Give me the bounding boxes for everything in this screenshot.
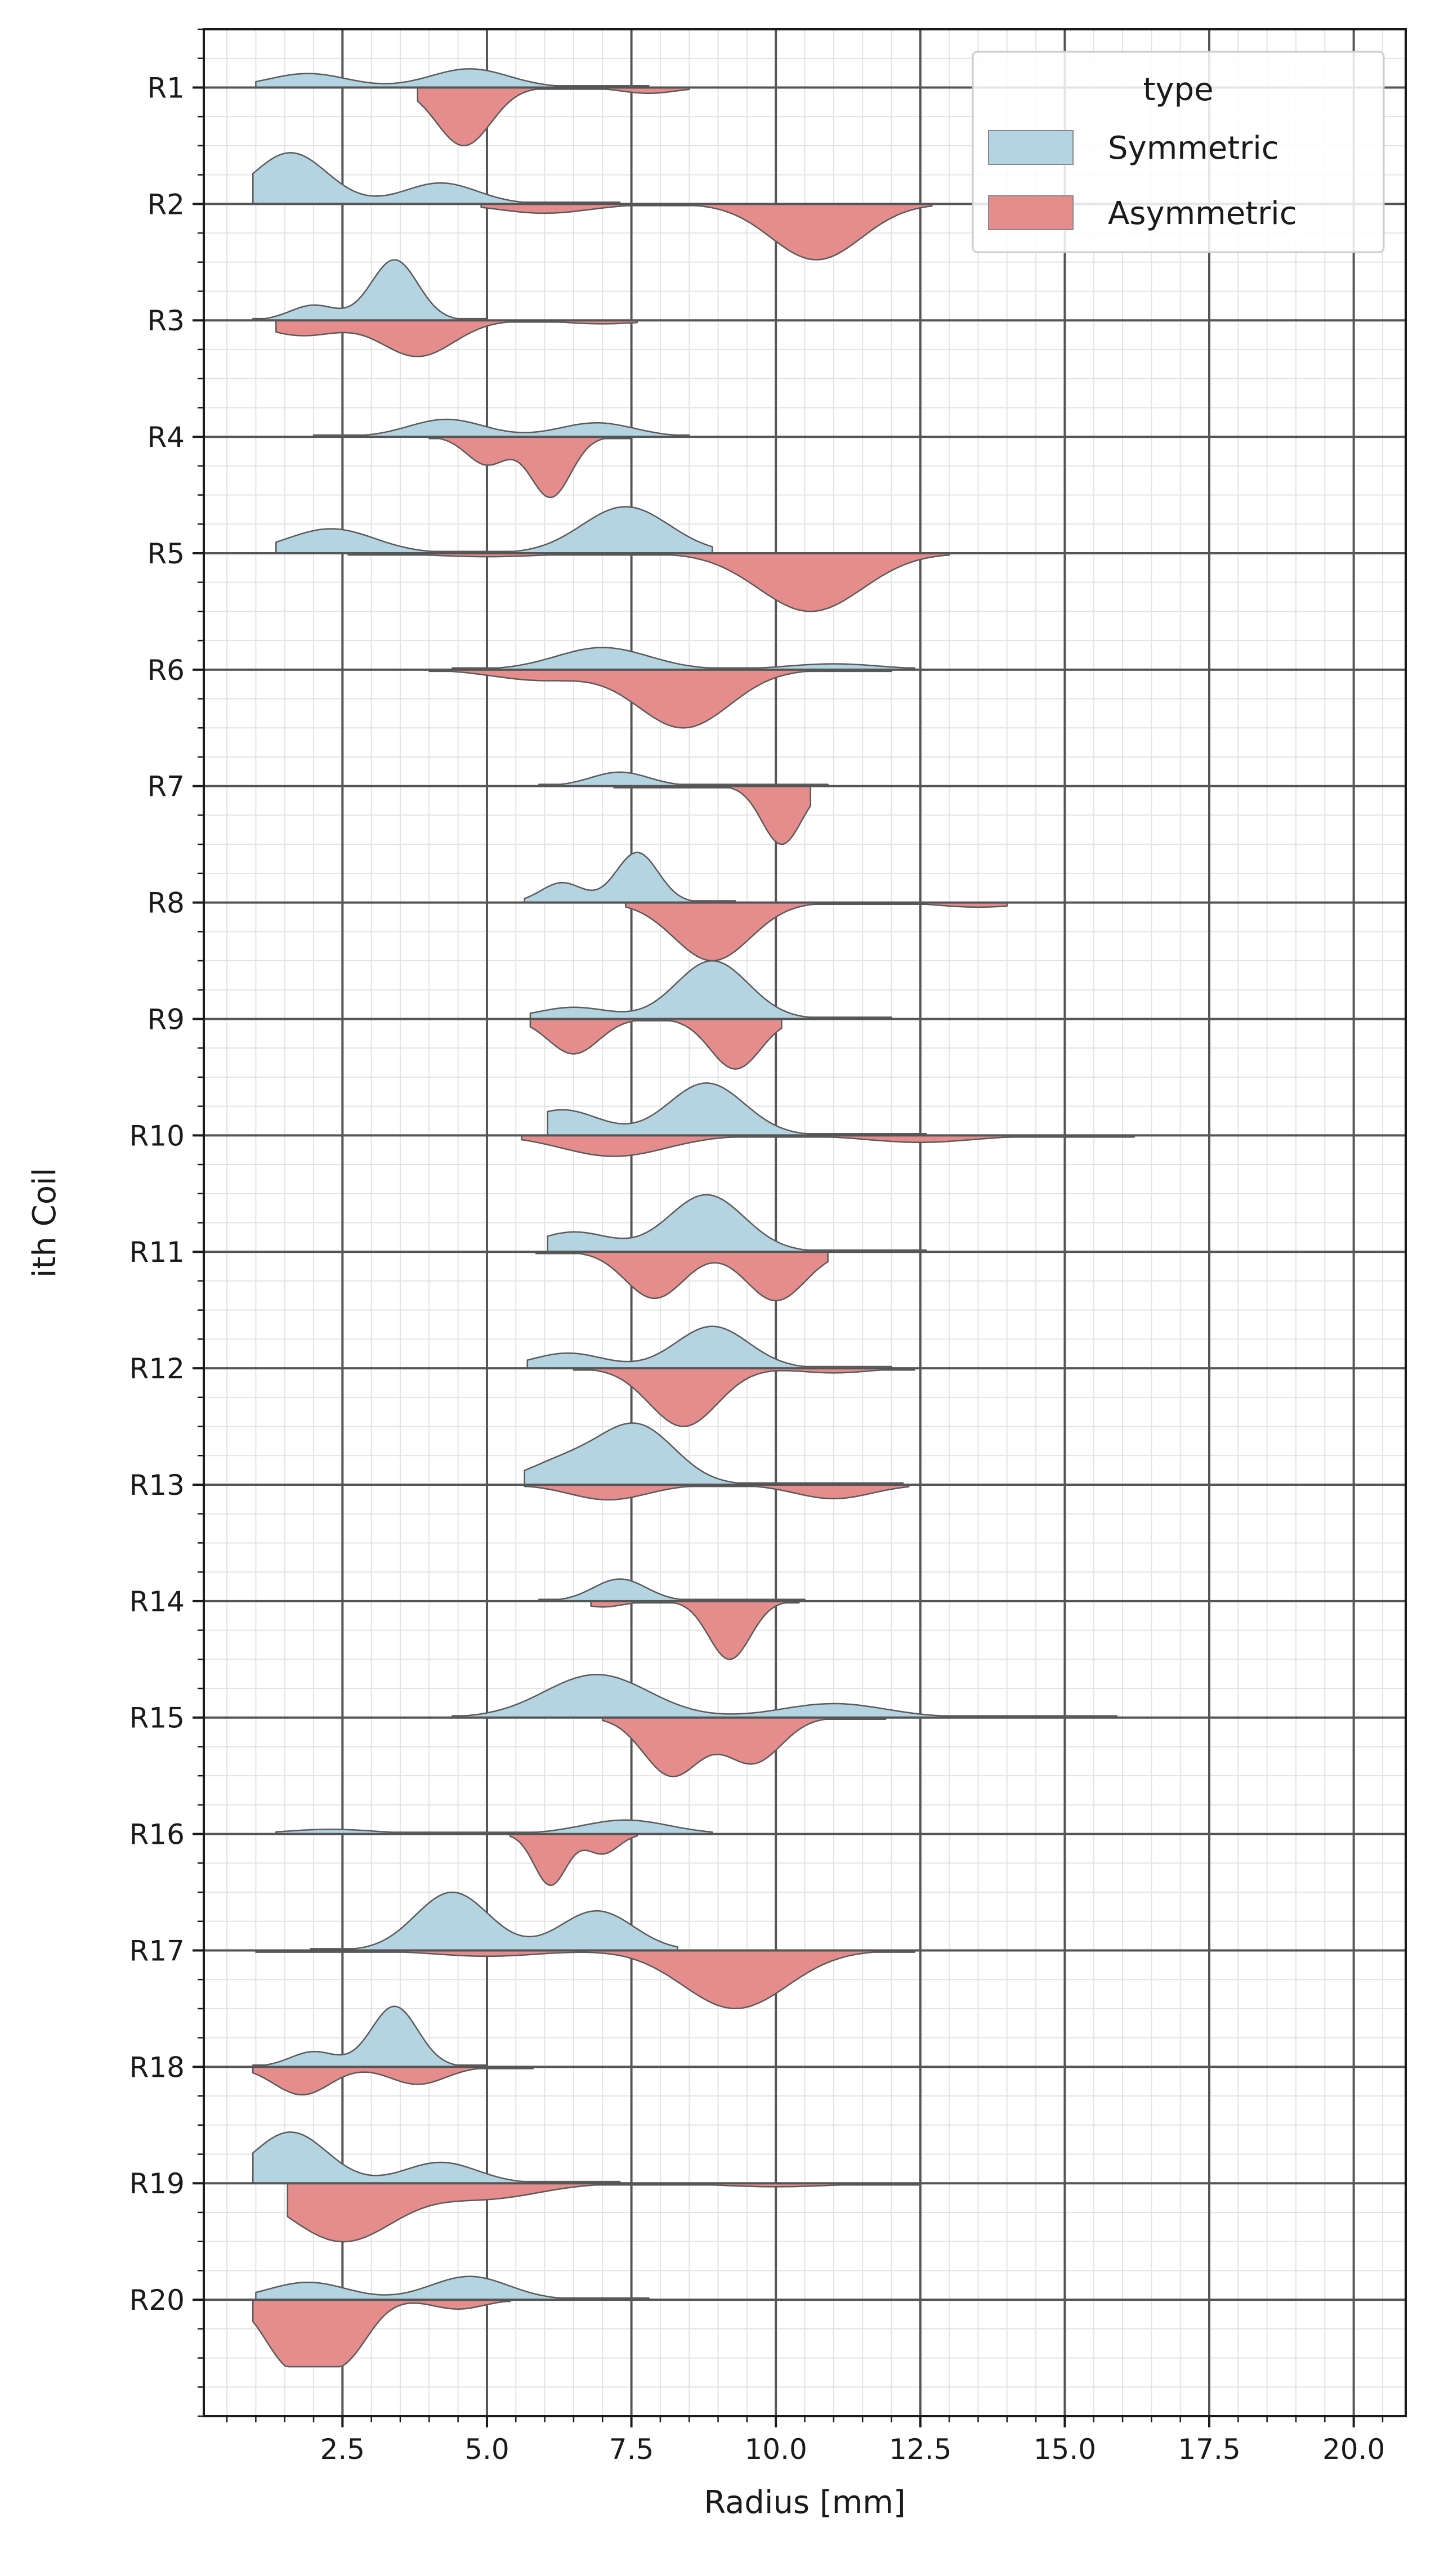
violin-symmetric-r3 bbox=[252, 259, 488, 321]
violin-asymmetric-r1 bbox=[417, 87, 690, 147]
violin-symmetric-r4 bbox=[312, 418, 690, 438]
x-tick-label: 17.5 bbox=[1178, 2433, 1240, 2466]
violin-asymmetric-r15 bbox=[601, 1717, 887, 1777]
violin-symmetric-r5 bbox=[275, 505, 713, 554]
violin-symmetric-r19 bbox=[252, 2131, 621, 2184]
violin-asymmetric-r11 bbox=[535, 1251, 829, 1302]
y-tick-label: R3 bbox=[147, 304, 185, 337]
legend-title: type bbox=[1143, 71, 1213, 108]
y-tick-label: R16 bbox=[129, 1818, 185, 1851]
y-tick-label: R5 bbox=[147, 537, 185, 570]
violin-symmetric-r1 bbox=[255, 68, 650, 88]
violin-symmetric-r15 bbox=[451, 1674, 1118, 1718]
violin-asymmetric-r2 bbox=[480, 203, 933, 261]
y-axis-ticks: R1 R2 R3 R4 R5 R6 R7 R8 R9 R10 R11 R12 R13 R14 R15 R16 R… bbox=[129, 28, 204, 2417]
violin-layer bbox=[204, 68, 1406, 2368]
violin-asymmetric-r6 bbox=[428, 669, 892, 729]
x-tick-label: 12.5 bbox=[889, 2433, 951, 2466]
x-tick-label: 20.0 bbox=[1322, 2433, 1385, 2466]
violin-symmetric-r13 bbox=[524, 1422, 904, 1486]
x-tick-label: 10.0 bbox=[745, 2433, 807, 2466]
violin-symmetric-r10 bbox=[547, 1082, 927, 1136]
y-tick-label: R15 bbox=[129, 1702, 185, 1735]
x-axis-title: Radius [mm] bbox=[704, 2484, 905, 2521]
legend: type Symmetric Asymmetric bbox=[972, 51, 1385, 253]
violin-symmetric-r14 bbox=[538, 1578, 806, 1602]
y-tick-label: R7 bbox=[147, 770, 185, 803]
y-tick-label: R17 bbox=[129, 1934, 185, 1967]
violin-asymmetric-r10 bbox=[521, 1135, 1135, 1157]
y-tick-label: R1 bbox=[147, 71, 185, 104]
violin-asymmetric-r20 bbox=[252, 2299, 511, 2368]
violin-asymmetric-r12 bbox=[573, 1367, 915, 1427]
violin-asymmetric-r16 bbox=[509, 1833, 638, 1886]
y-tick-label: R20 bbox=[129, 2284, 185, 2317]
violin-asymmetric-r19 bbox=[287, 2182, 922, 2243]
violin-asymmetric-r3 bbox=[275, 319, 638, 357]
legend-box bbox=[972, 51, 1385, 253]
legend-swatch-symmetric bbox=[988, 130, 1074, 165]
legend-label-symmetric: Symmetric bbox=[1108, 130, 1279, 167]
violin-symmetric-r11 bbox=[547, 1194, 927, 1253]
violin-asymmetric-r18 bbox=[252, 2066, 534, 2096]
violin-symmetric-r2 bbox=[252, 152, 621, 205]
x-axis-ticks: 2.5 5.0 7.5 10.0 12.5 15.0 17.5 20.0 bbox=[226, 2416, 1385, 2466]
violin-asymmetric-r8 bbox=[625, 902, 1008, 962]
y-tick-label: R11 bbox=[129, 1236, 185, 1269]
y-tick-label: R12 bbox=[129, 1352, 185, 1385]
y-tick-label: R8 bbox=[147, 887, 185, 920]
violin-asymmetric-r7 bbox=[613, 785, 812, 845]
y-tick-label: R6 bbox=[147, 654, 185, 687]
y-tick-label: R9 bbox=[147, 1003, 185, 1036]
y-tick-label: R13 bbox=[129, 1469, 185, 1502]
violin-symmetric-r7 bbox=[538, 771, 829, 787]
y-tick-label: R10 bbox=[129, 1119, 185, 1152]
violin-symmetric-r16 bbox=[275, 1819, 713, 1835]
y-tick-label: R14 bbox=[129, 1585, 185, 1618]
violin-asymmetric-r14 bbox=[590, 1600, 800, 1660]
violin-symmetric-r20 bbox=[255, 2275, 650, 2301]
violin-symmetric-r6 bbox=[451, 647, 915, 671]
violin-asymmetric-r5 bbox=[347, 552, 950, 612]
violin-symmetric-r17 bbox=[310, 1891, 678, 1951]
violin-symmetric-r18 bbox=[252, 2005, 488, 2068]
x-tick-label: 15.0 bbox=[1034, 2433, 1096, 2466]
y-tick-label: R4 bbox=[147, 421, 185, 454]
violin-asymmetric-r4 bbox=[428, 436, 632, 499]
x-tick-label: 5.0 bbox=[464, 2433, 509, 2466]
y-tick-label: R2 bbox=[147, 188, 185, 221]
violin-asymmetric-r13 bbox=[524, 1484, 910, 1501]
violin-asymmetric-r9 bbox=[529, 1018, 783, 1070]
legend-swatch-asymmetric bbox=[988, 195, 1074, 230]
legend-label-asymmetric: Asymmetric bbox=[1108, 195, 1297, 232]
x-tick-label: 2.5 bbox=[320, 2433, 365, 2466]
violin-symmetric-r8 bbox=[524, 852, 736, 903]
violin-asymmetric-r17 bbox=[255, 1950, 915, 2010]
y-tick-label: R19 bbox=[129, 2167, 185, 2200]
y-tick-label: R18 bbox=[129, 2051, 185, 2084]
x-tick-label: 7.5 bbox=[609, 2433, 654, 2466]
y-axis-title: ith Coil bbox=[26, 1168, 63, 1278]
violin-symmetric-r12 bbox=[526, 1325, 892, 1369]
